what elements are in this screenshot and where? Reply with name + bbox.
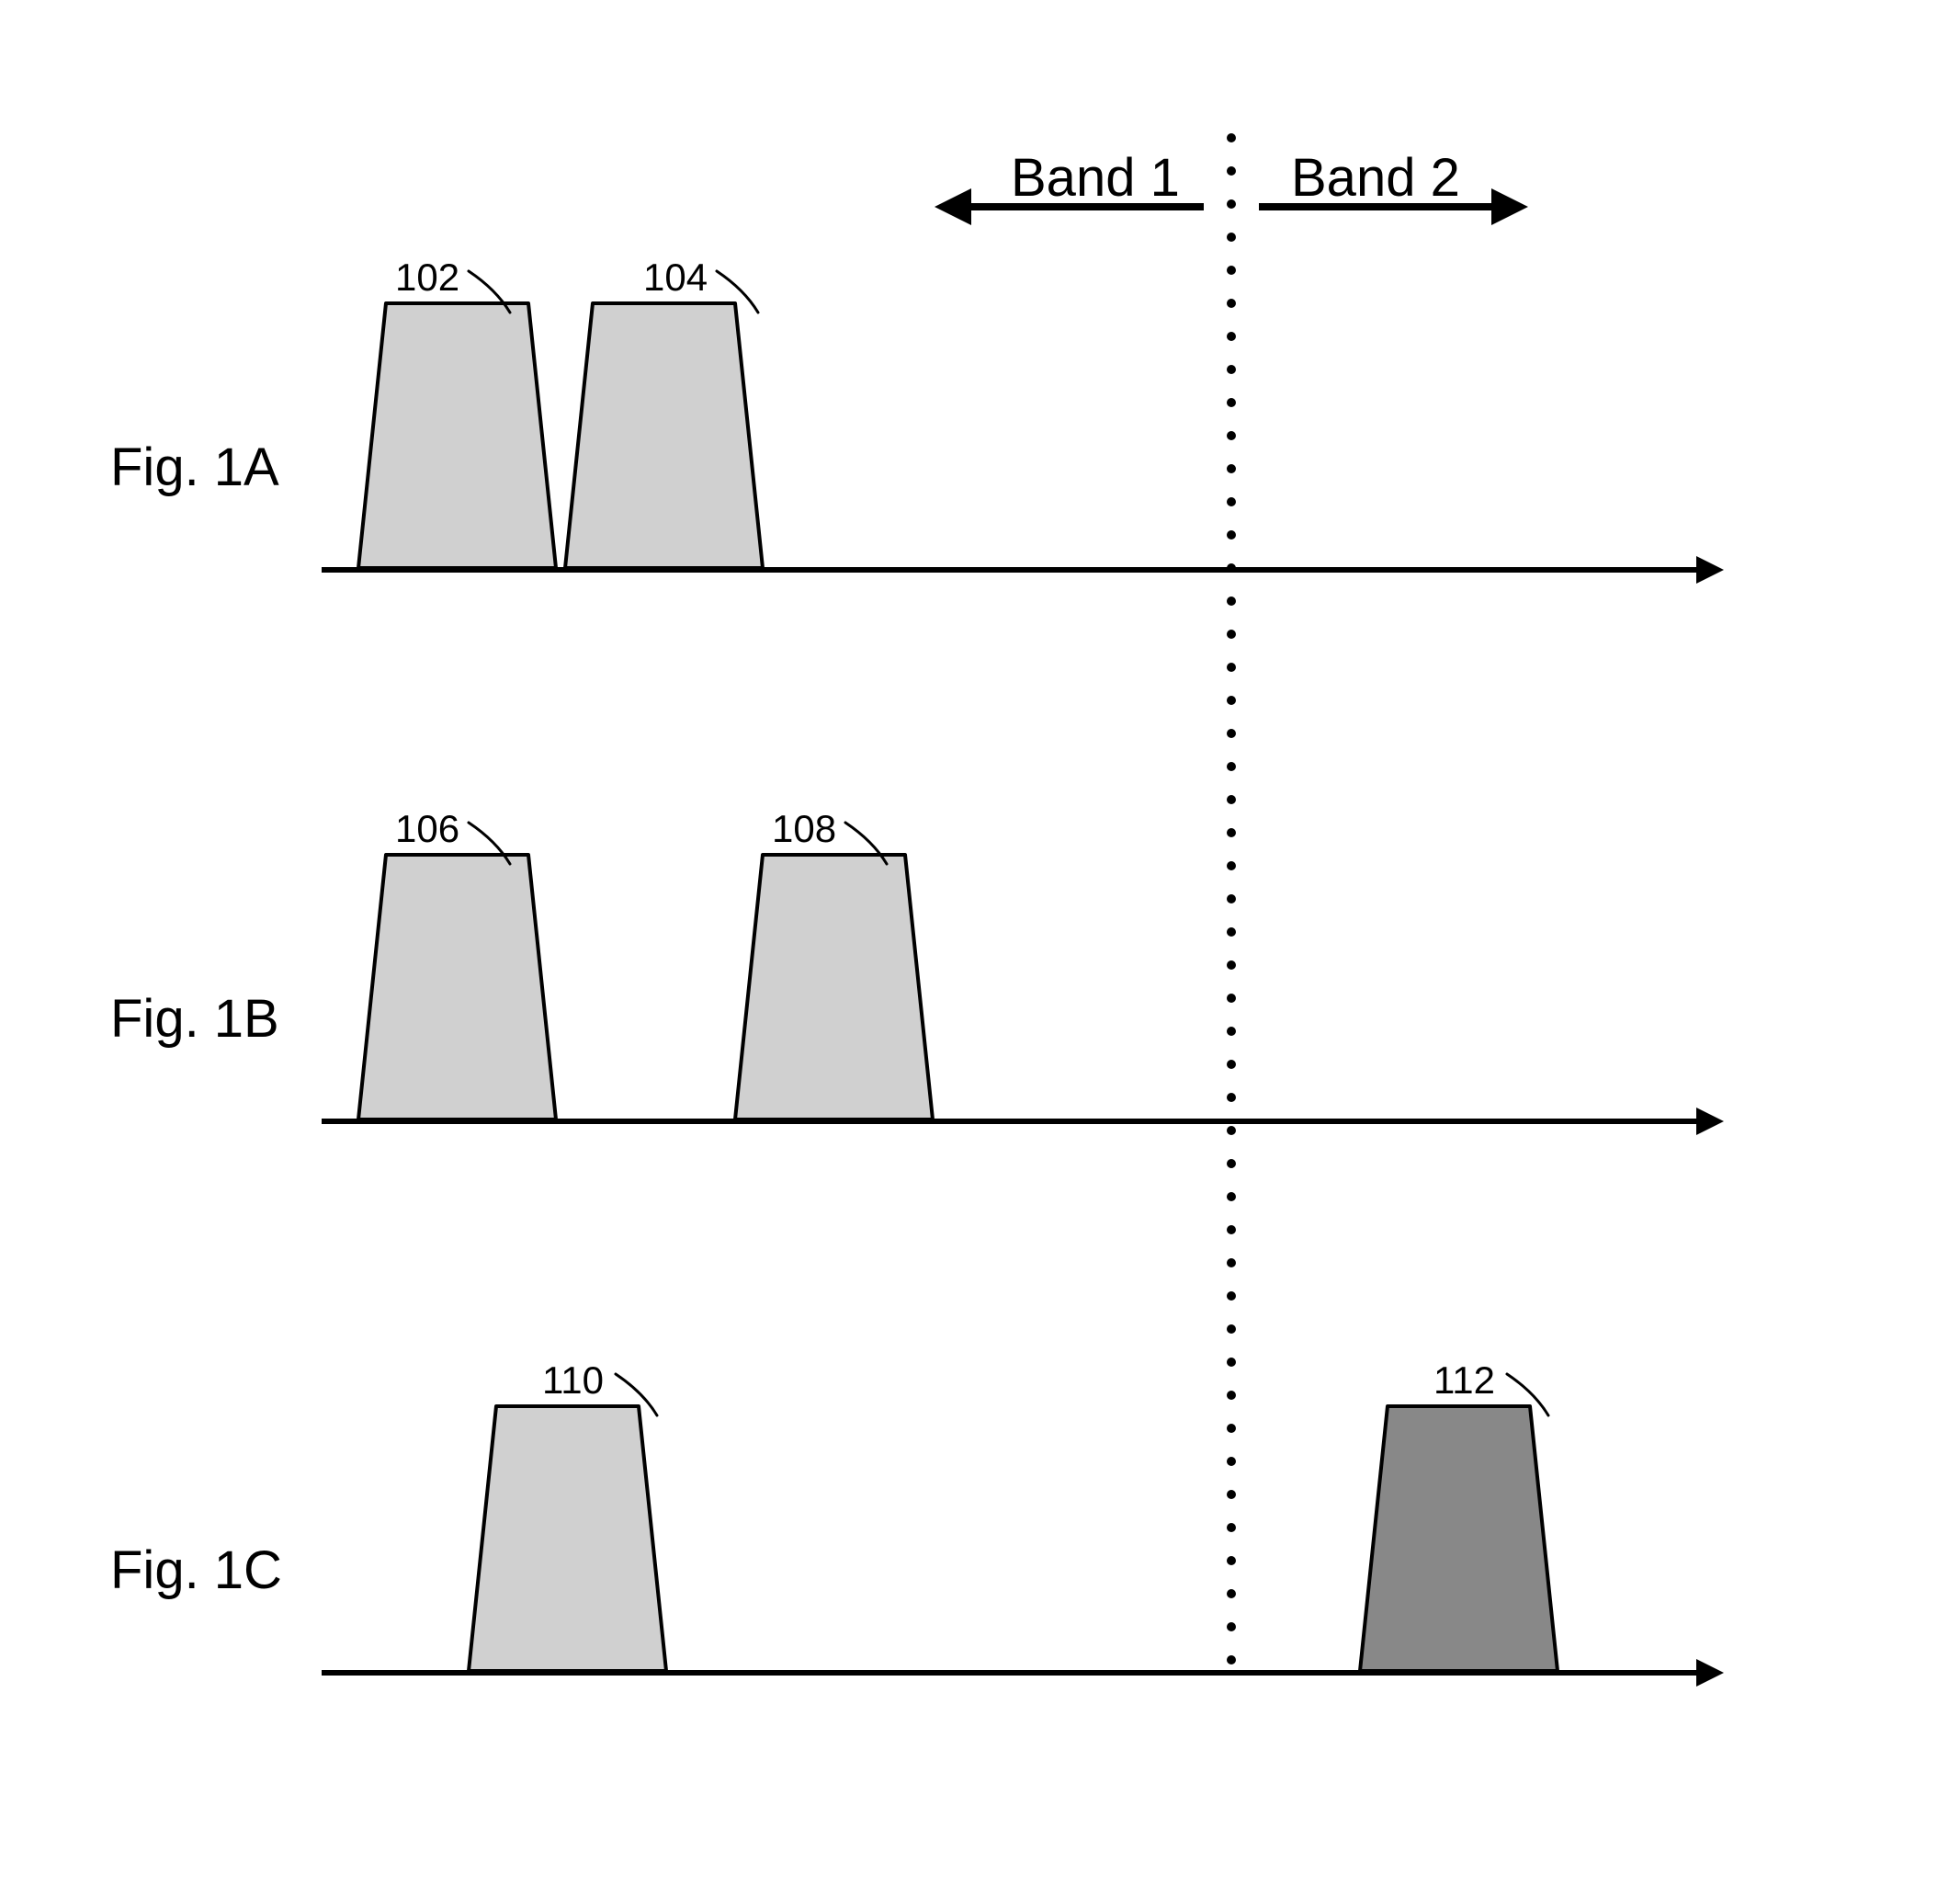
diagram-svg — [0, 0, 1960, 1886]
figure-canvas: Band 1 Band 2 Fig. 1A Fig. 1B Fig. 1C 10… — [0, 0, 1960, 1886]
